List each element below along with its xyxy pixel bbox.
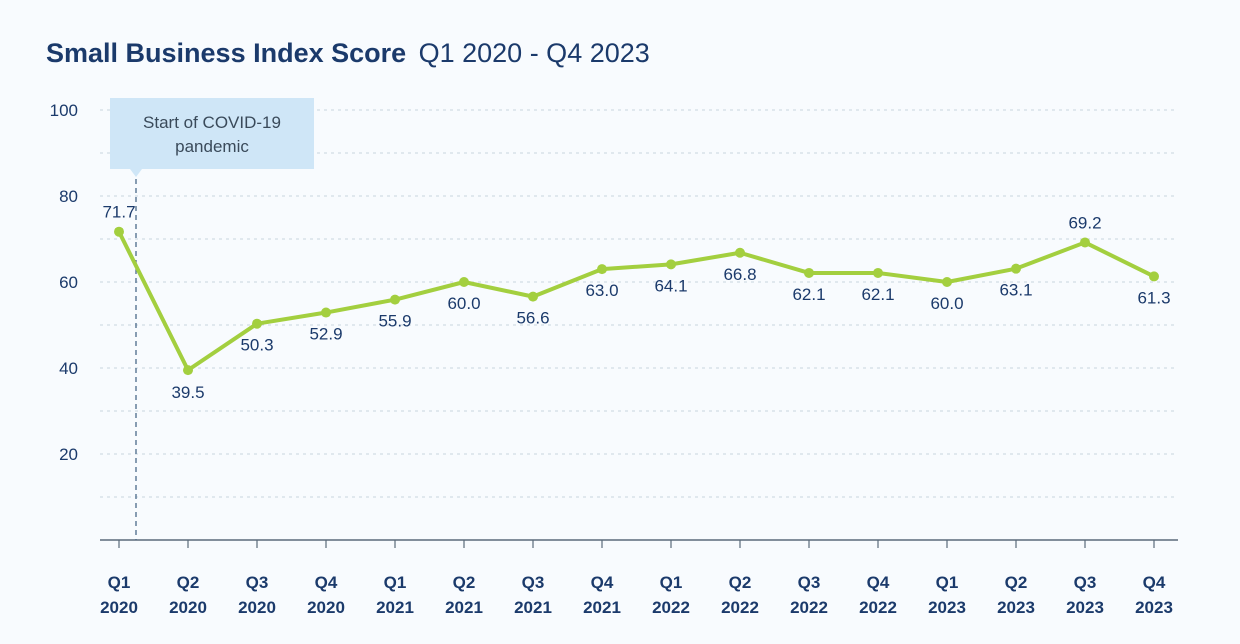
data-label: 61.3 bbox=[1137, 288, 1170, 307]
x-tick-label: Q4 bbox=[315, 573, 338, 592]
x-tick-label: Q4 bbox=[1143, 573, 1166, 592]
data-label: 50.3 bbox=[240, 336, 273, 355]
chart-title: Small Business Index Score bbox=[46, 38, 407, 68]
y-tick-label: 60 bbox=[59, 273, 78, 292]
x-tick-label: 2021 bbox=[514, 598, 552, 617]
data-label: 62.1 bbox=[861, 285, 894, 304]
x-tick-label: 2021 bbox=[376, 598, 414, 617]
x-tick-label: 2020 bbox=[100, 598, 138, 617]
x-tick-label: 2023 bbox=[997, 598, 1035, 617]
x-tick-label: 2020 bbox=[238, 598, 276, 617]
data-label: 55.9 bbox=[378, 312, 411, 331]
x-tick-label: Q2 bbox=[453, 573, 476, 592]
annotation-box bbox=[110, 98, 314, 169]
x-tick-label: Q1 bbox=[660, 573, 683, 592]
data-label: 60.0 bbox=[447, 294, 480, 313]
x-tick-label: 2020 bbox=[169, 598, 207, 617]
x-tick-label: 2022 bbox=[721, 598, 759, 617]
x-tick-label: Q4 bbox=[867, 573, 890, 592]
x-tick-label: 2022 bbox=[790, 598, 828, 617]
data-point bbox=[942, 277, 952, 287]
data-label: 39.5 bbox=[171, 383, 204, 402]
x-tick-label: Q1 bbox=[108, 573, 131, 592]
annotation-pointer bbox=[130, 169, 142, 177]
x-tick-label: 2022 bbox=[859, 598, 897, 617]
data-label: 60.0 bbox=[930, 294, 963, 313]
data-point bbox=[804, 267, 814, 278]
x-tick-label: 2022 bbox=[652, 598, 690, 617]
data-label: 63.1 bbox=[999, 281, 1032, 300]
data-point bbox=[321, 307, 331, 318]
data-point bbox=[183, 365, 193, 376]
x-tick-label: 2021 bbox=[583, 598, 621, 617]
x-tick-label: Q3 bbox=[1074, 573, 1097, 592]
x-tick-label: Q2 bbox=[729, 573, 752, 592]
data-point bbox=[1149, 271, 1159, 282]
data-point bbox=[114, 226, 124, 237]
x-tick-label: Q3 bbox=[522, 573, 545, 592]
x-tick-label: Q3 bbox=[798, 573, 821, 592]
x-tick-label: 2023 bbox=[928, 598, 966, 617]
x-tick-label: 2021 bbox=[445, 598, 483, 617]
data-label: 56.6 bbox=[516, 309, 549, 328]
x-tick-label: 2023 bbox=[1066, 598, 1104, 617]
x-tick-label: Q2 bbox=[177, 573, 200, 592]
data-point bbox=[252, 318, 262, 329]
data-label: 66.8 bbox=[723, 265, 756, 284]
data-point bbox=[597, 264, 607, 275]
x-tick-label: Q2 bbox=[1005, 573, 1028, 592]
x-tick-label: Q3 bbox=[246, 573, 269, 592]
y-tick-label: 40 bbox=[59, 359, 78, 378]
annotation-text: pandemic bbox=[175, 137, 249, 156]
chart-title-block: Small Business Index Score Q1 2020 - Q4 … bbox=[46, 38, 650, 69]
annotation-text: Start of COVID-19 bbox=[143, 113, 281, 132]
x-tick-label: Q1 bbox=[384, 573, 407, 592]
data-point bbox=[1080, 237, 1090, 248]
data-label: 64.1 bbox=[654, 276, 687, 295]
data-label: 62.1 bbox=[792, 285, 825, 304]
y-tick-label: 20 bbox=[59, 445, 78, 464]
data-label: 52.9 bbox=[309, 325, 342, 344]
x-tick-label: Q1 bbox=[936, 573, 959, 592]
x-tick-label: Q4 bbox=[591, 573, 614, 592]
data-point bbox=[666, 259, 676, 270]
x-tick-label: 2023 bbox=[1135, 598, 1173, 617]
x-tick-label: 2020 bbox=[307, 598, 345, 617]
chart-subtitle: Q1 2020 - Q4 2023 bbox=[418, 38, 650, 68]
data-point bbox=[390, 294, 400, 305]
data-label: 71.7 bbox=[102, 203, 135, 222]
data-point bbox=[873, 267, 883, 278]
data-point bbox=[528, 291, 538, 302]
data-point bbox=[1011, 263, 1021, 274]
y-tick-label: 80 bbox=[59, 187, 78, 206]
data-point bbox=[459, 277, 469, 287]
series-line bbox=[117, 229, 1156, 373]
data-label: 63.0 bbox=[585, 281, 618, 300]
data-label: 69.2 bbox=[1068, 213, 1101, 232]
data-point bbox=[735, 247, 745, 258]
y-tick-label: 100 bbox=[50, 101, 78, 120]
